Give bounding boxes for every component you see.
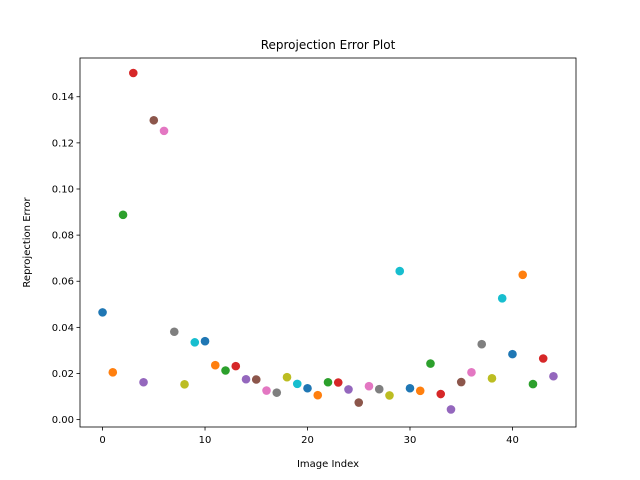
data-point <box>210 360 220 370</box>
data-point <box>467 368 476 377</box>
data-point <box>333 378 343 387</box>
y-axis-ticks: 0.00 0.02 0.04 0.06 0.08 0.10 0.12 0.14 <box>52 92 80 426</box>
data-point <box>395 266 405 276</box>
x-tick-label: 40 <box>506 435 519 446</box>
data-point <box>149 115 159 125</box>
data-point <box>200 336 210 346</box>
data-point <box>344 385 353 394</box>
y-tick-label: 0.10 <box>52 184 74 195</box>
x-axis-label: Image Index <box>297 459 359 470</box>
chart-title: Reprojection Error Plot <box>261 38 396 52</box>
y-tick-label: 0.02 <box>52 369 74 380</box>
data-point <box>292 379 302 389</box>
data-point <box>405 383 415 393</box>
y-tick-label: 0.04 <box>52 323 74 334</box>
x-tick-label: 30 <box>404 435 417 446</box>
x-axis-ticks: 0 10 20 30 40 <box>99 427 519 446</box>
x-tick-label: 10 <box>199 435 212 446</box>
data-point <box>354 398 364 407</box>
data-point <box>221 366 230 375</box>
data-point <box>313 390 323 400</box>
data-point <box>139 377 148 387</box>
data-point <box>262 386 271 395</box>
data-point <box>159 126 169 136</box>
data-point <box>364 381 374 391</box>
data-point <box>323 377 333 387</box>
y-axis-label: Reprojection Error <box>22 197 33 288</box>
y-tick-label: 0.12 <box>52 138 74 149</box>
data-point <box>169 327 179 337</box>
data-point <box>374 384 384 394</box>
scatter-points <box>98 68 558 414</box>
data-point <box>272 388 282 397</box>
data-point <box>190 338 200 347</box>
plot-frame <box>79 57 577 428</box>
x-tick-label: 0 <box>99 435 105 446</box>
y-tick-label: 0.06 <box>52 277 74 288</box>
data-point <box>180 380 189 389</box>
data-point <box>436 389 446 399</box>
data-point <box>497 294 507 303</box>
data-point <box>415 386 425 396</box>
x-tick-label: 20 <box>301 435 314 446</box>
data-point <box>98 308 107 317</box>
data-point <box>477 339 487 349</box>
data-point <box>549 371 558 381</box>
y-tick-label: 0.00 <box>52 415 74 426</box>
data-point <box>303 383 312 393</box>
data-point <box>538 354 548 363</box>
data-point <box>426 359 435 368</box>
data-point <box>231 361 241 371</box>
data-point <box>251 375 261 384</box>
data-point <box>446 405 456 414</box>
data-point <box>456 377 466 387</box>
data-point <box>241 374 251 384</box>
y-tick-label: 0.08 <box>52 231 74 242</box>
data-point <box>282 372 292 382</box>
data-point <box>528 379 538 389</box>
y-tick-label: 0.14 <box>52 92 74 103</box>
data-point <box>385 391 394 400</box>
data-point <box>108 368 118 377</box>
data-point <box>128 68 138 78</box>
data-point <box>508 349 517 359</box>
data-point <box>118 210 128 220</box>
data-point <box>487 374 497 383</box>
data-point <box>518 270 528 280</box>
